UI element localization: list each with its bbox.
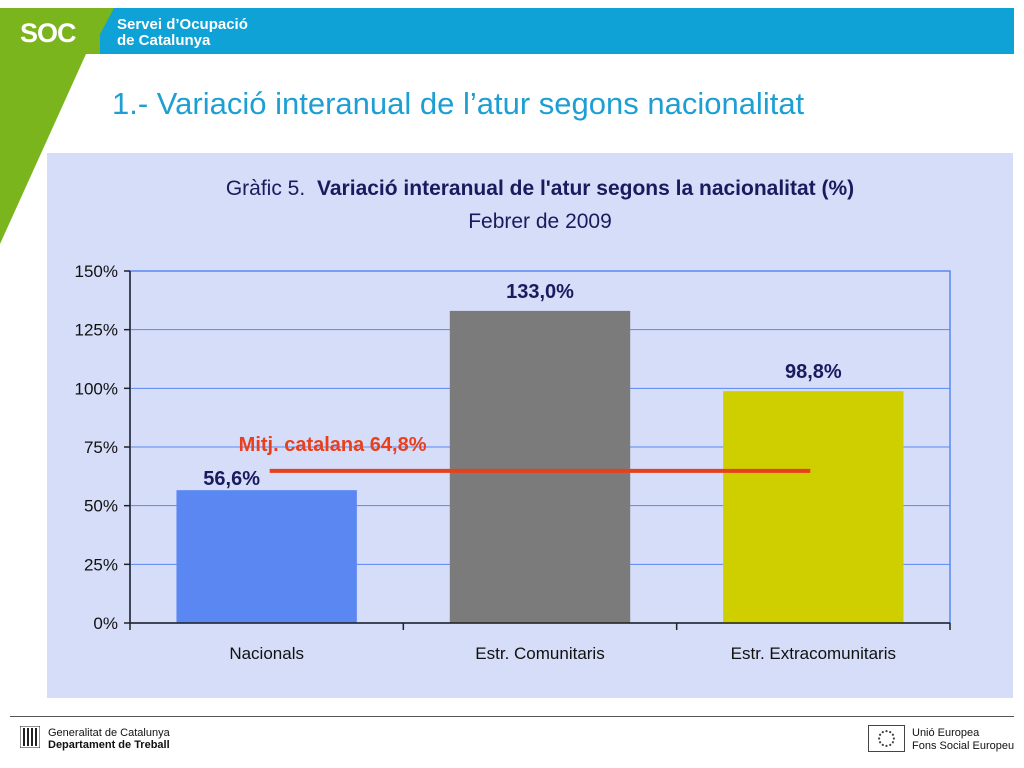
y-tick-label: 0% — [93, 614, 118, 633]
reference-line-label: Mitj. catalana 64,8% — [239, 434, 427, 456]
data-label-3: 98,8% — [785, 361, 842, 383]
soc-logo: SOC — [20, 18, 77, 48]
slide-title: 1.- Variació interanual de l’atur segons… — [112, 86, 805, 121]
eu-star — [891, 741, 895, 744]
chart-title: Gràfic 5. Variació interanual de l'atur … — [226, 177, 854, 200]
bar-chart: Gràfic 5. Variació interanual de l'atur … — [75, 177, 951, 663]
eu-star — [878, 741, 882, 744]
org-name-line2: de Catalunya — [117, 32, 211, 49]
eu-name: Unió Europea — [912, 727, 980, 739]
y-tick-label: 50% — [84, 497, 118, 516]
org-name-line1: Servei d’Ocupació — [117, 16, 248, 33]
eu-star — [889, 743, 892, 747]
generalitat-emblem-icon — [20, 726, 40, 748]
bar-3 — [723, 391, 904, 623]
eu-star — [892, 737, 896, 740]
x-tick-label: Estr. Extracomunitaris — [731, 644, 896, 663]
bar-2 — [449, 310, 631, 623]
eu-star — [891, 733, 895, 736]
chart-title-bold: Variació interanual de l'atur segons la … — [317, 177, 854, 200]
x-tick-label: Nacionals — [229, 644, 304, 663]
eu-star — [878, 733, 882, 736]
esf-name: Fons Social Europeu — [912, 740, 1015, 752]
chart-panel: Gràfic 5. Variació interanual de l'atur … — [47, 153, 1013, 698]
y-tick-label: 25% — [84, 555, 118, 574]
eu-star — [881, 743, 884, 747]
eu-star — [881, 730, 884, 734]
eu-star — [885, 744, 888, 748]
bar-1 — [176, 490, 357, 623]
department-name: Departament de Treball — [48, 739, 170, 751]
eu-star — [885, 729, 888, 733]
eu-flag-icon — [868, 725, 905, 752]
generalitat-name: Generalitat de Catalunya — [48, 727, 170, 739]
eu-star — [877, 737, 881, 740]
y-tick-label: 125% — [75, 321, 118, 340]
data-label-1: 56,6% — [203, 468, 260, 490]
footer-divider — [10, 716, 1014, 717]
chart-title-prefix: Gràfic 5. — [226, 177, 305, 200]
eu-star — [889, 730, 892, 734]
green-decoration — [0, 54, 86, 244]
y-tick-label: 100% — [75, 379, 118, 398]
x-tick-label: Estr. Comunitaris — [475, 644, 604, 663]
data-label-2: 133,0% — [506, 281, 574, 303]
header-bar: SOC Servei d’Ocupació de Catalunya — [0, 8, 1014, 54]
y-tick-label: 75% — [84, 438, 118, 457]
chart-subtitle: Febrer de 2009 — [468, 210, 612, 233]
y-tick-label: 150% — [75, 262, 118, 281]
